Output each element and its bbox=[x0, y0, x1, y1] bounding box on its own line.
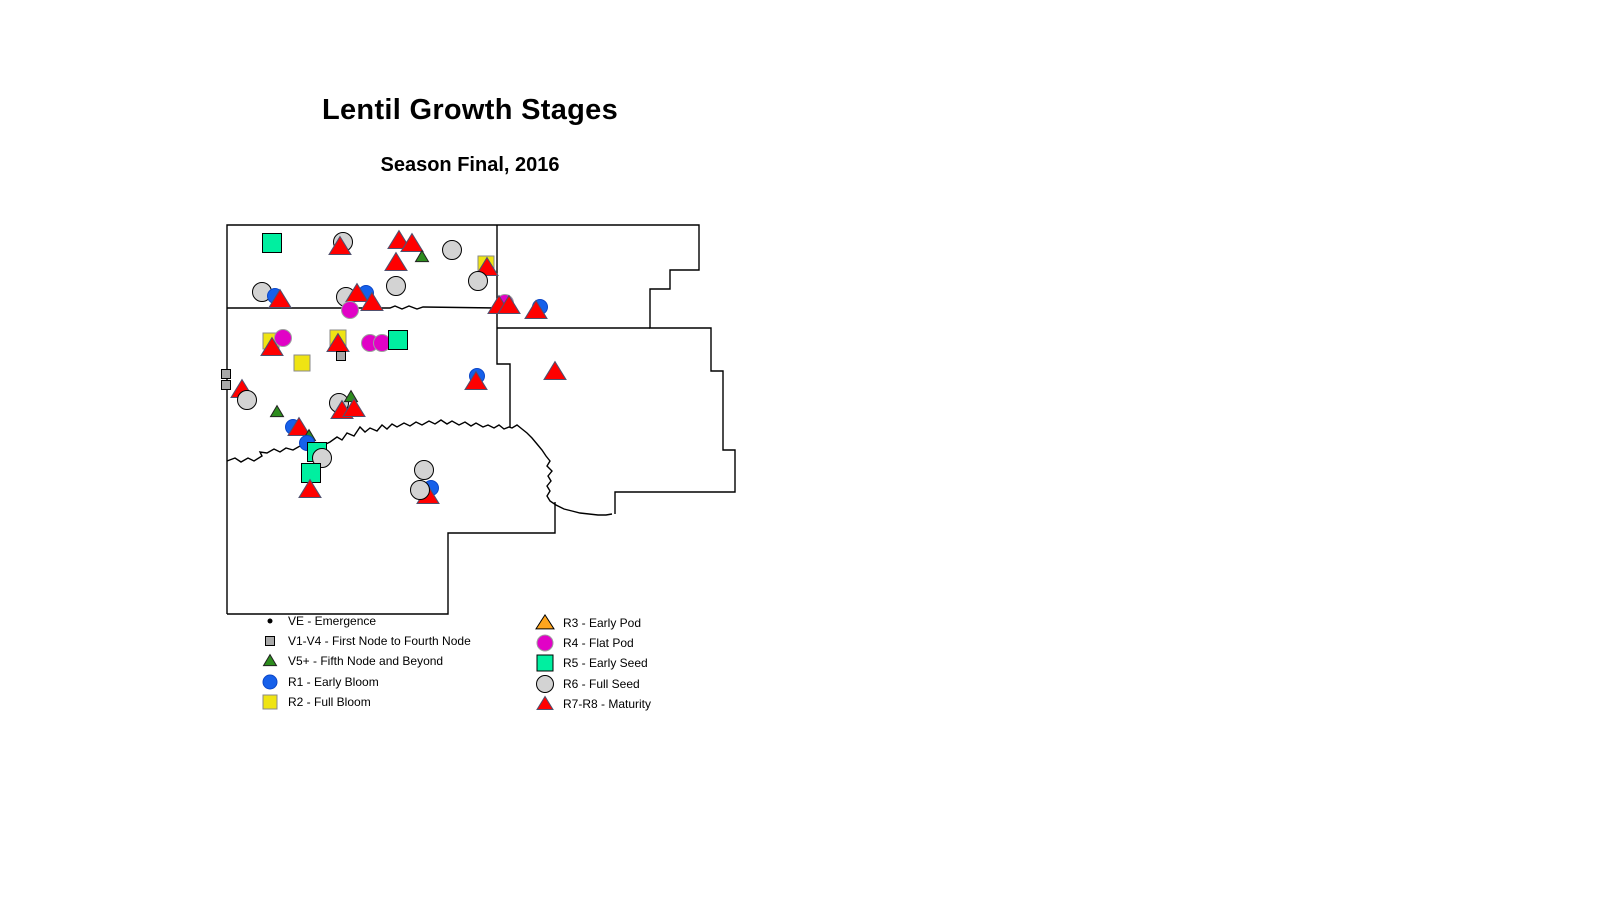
map-marker-r6 bbox=[237, 390, 257, 410]
map-marker-r5 bbox=[388, 330, 408, 350]
map-marker-v14 bbox=[221, 380, 231, 390]
map-marker-r6 bbox=[312, 448, 332, 468]
map-marker-r7 bbox=[342, 397, 366, 418]
legend-item-r4: R4 - Flat Pod bbox=[533, 633, 651, 653]
legend-label: V1-V4 - First Node to Fourth Node bbox=[288, 634, 471, 649]
r6-marker-icon bbox=[536, 674, 554, 693]
map-marker-v5 bbox=[414, 249, 430, 263]
legend-item-r6: R6 - Full Seed bbox=[533, 674, 651, 694]
map-marker-r6 bbox=[442, 240, 462, 260]
legend-item-v14: V1-V4 - First Node to Fourth Node bbox=[258, 631, 471, 651]
county-line-horizontal bbox=[227, 305, 498, 310]
map-marker-r5 bbox=[301, 463, 321, 483]
map-marker-r7 bbox=[345, 282, 369, 303]
legend-item-r2: R2 - Full Bloom bbox=[258, 692, 471, 712]
legend-label: R4 - Flat Pod bbox=[563, 636, 634, 651]
map-marker-r6 bbox=[468, 271, 488, 291]
chart-title: Lentil Growth Stages bbox=[321, 94, 619, 126]
map-frame-north bbox=[226, 224, 736, 614]
map-marker-v5 bbox=[343, 389, 359, 403]
map-marker-r7 bbox=[497, 294, 521, 315]
legend-column-1: VE - Emergence V1-V4 - First Node to Four… bbox=[258, 611, 471, 712]
map-marker-r4 bbox=[341, 301, 359, 319]
map-marker-r7 bbox=[298, 478, 322, 499]
map-marker-r4 bbox=[274, 329, 292, 347]
map-marker-r7 bbox=[543, 360, 567, 381]
map-marker-r7 bbox=[400, 232, 424, 253]
r3-marker-icon bbox=[535, 614, 555, 630]
map-marker-v14 bbox=[221, 369, 231, 379]
map-marker-r7 bbox=[475, 256, 499, 277]
county-line-vertical bbox=[496, 225, 511, 427]
map-marker-r7 bbox=[328, 235, 352, 256]
map-marker-r7 bbox=[387, 229, 411, 250]
legend-item-r7: R7-R8 - Maturity bbox=[533, 694, 651, 714]
r1-marker-icon bbox=[262, 674, 278, 690]
map-marker-r7 bbox=[360, 291, 384, 312]
legend-label: R2 - Full Bloom bbox=[288, 694, 371, 709]
map-marker-r7 bbox=[287, 416, 311, 437]
map-marker-r4 bbox=[373, 334, 391, 352]
legend-item-r3: R3 - Early Pod bbox=[533, 613, 651, 633]
ve-marker-icon bbox=[267, 618, 273, 624]
legend-label: VE - Emergence bbox=[288, 614, 377, 629]
r2-marker-icon bbox=[262, 694, 278, 710]
r4-marker-icon bbox=[536, 634, 554, 652]
legend-label: R1 - Early Bloom bbox=[288, 674, 379, 689]
chart-subtitle: Season Final, 2016 bbox=[380, 154, 560, 176]
map-marker-r6 bbox=[414, 460, 434, 480]
legend-column-2: R3 - Early Pod R4 - Flat Pod R5 - Early Se… bbox=[533, 613, 651, 714]
legend-item-r1: R1 - Early Bloom bbox=[258, 672, 471, 692]
legend-label: R3 - Early Pod bbox=[563, 616, 642, 631]
r5-marker-icon bbox=[536, 654, 554, 672]
map-marker-r2 bbox=[293, 354, 311, 372]
map-marker-r7 bbox=[268, 288, 292, 309]
legend-item-v5: V5+ - Fifth Node and Beyond bbox=[258, 651, 471, 671]
map-marker-v5 bbox=[269, 404, 285, 418]
r7-marker-icon bbox=[536, 695, 554, 710]
map-marker-r7 bbox=[524, 299, 548, 320]
legend-label: R7-R8 - Maturity bbox=[563, 696, 652, 711]
legend-item-r5: R5 - Early Seed bbox=[533, 653, 651, 673]
legend-label: R5 - Early Seed bbox=[563, 656, 648, 671]
map-frame-south bbox=[227, 502, 556, 615]
legend-label: V5+ - Fifth Node and Beyond bbox=[288, 654, 444, 669]
map-marker-r6 bbox=[410, 480, 430, 500]
v14-marker-icon bbox=[265, 636, 275, 647]
legend-item-ve: VE - Emergence bbox=[258, 611, 471, 631]
map-marker-r7 bbox=[464, 370, 488, 391]
v5-marker-icon bbox=[262, 654, 278, 667]
map-marker-r7 bbox=[260, 336, 284, 357]
map-marker-r5 bbox=[262, 233, 282, 253]
map-marker-r7 bbox=[384, 251, 408, 272]
legend-label: R6 - Full Seed bbox=[563, 676, 640, 691]
map-marker-r6 bbox=[386, 276, 406, 296]
map-marker-v14 bbox=[336, 351, 346, 361]
